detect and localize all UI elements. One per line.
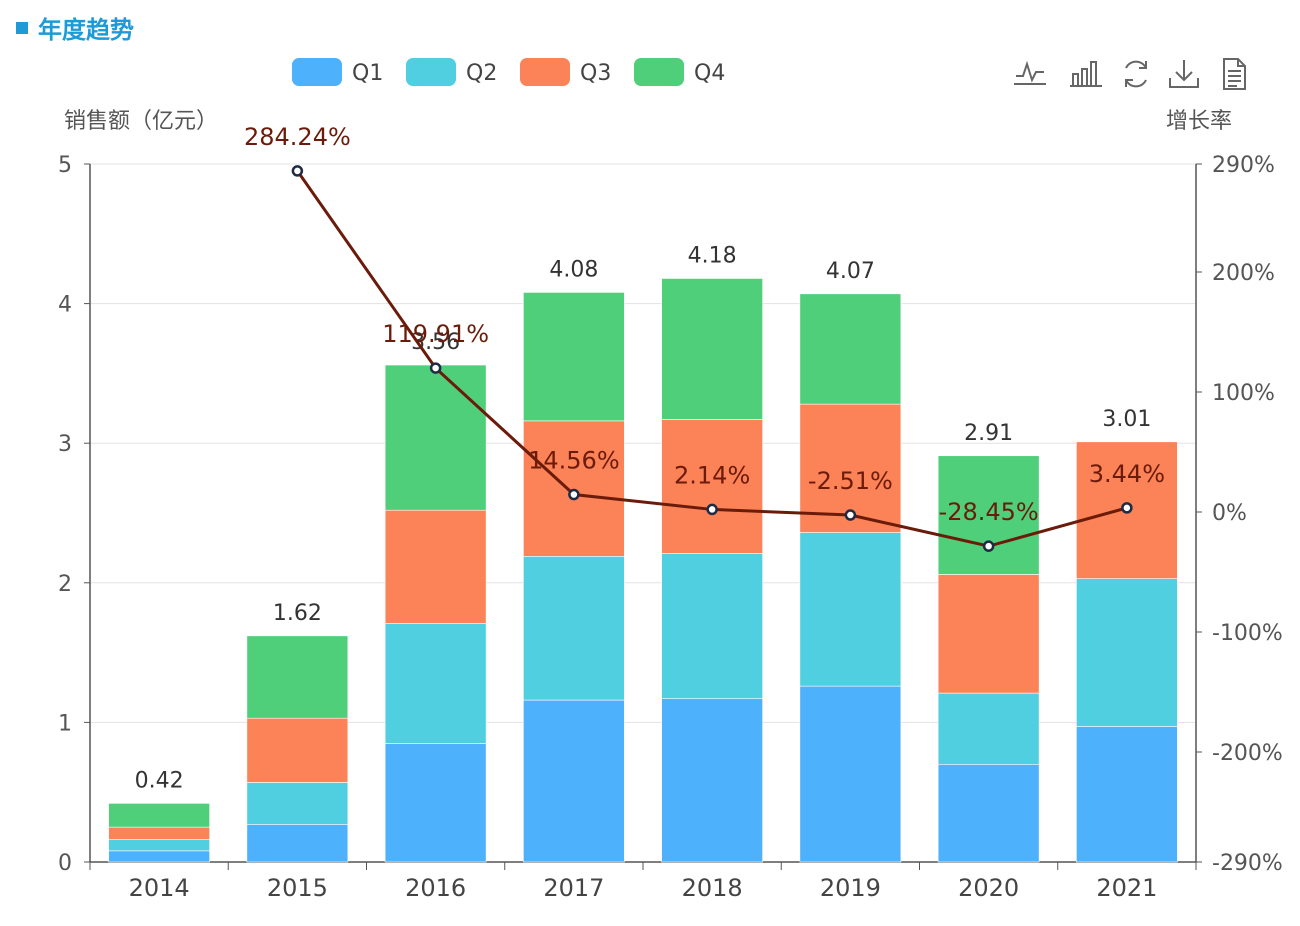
y-right-tick-label: -100% bbox=[1212, 621, 1283, 646]
growth-point bbox=[291, 165, 304, 177]
growth-point bbox=[568, 488, 580, 501]
bar-q4 bbox=[108, 803, 210, 828]
bar-q1 bbox=[937, 763, 1040, 863]
x-tick-label: 2021 bbox=[1096, 874, 1157, 902]
y-left-tick-label: 0 bbox=[58, 851, 72, 876]
x-tick-label: 2014 bbox=[129, 874, 190, 902]
growth-label: -2.51% bbox=[808, 467, 893, 495]
bar-q1 bbox=[1076, 726, 1178, 863]
bar-q3 bbox=[246, 717, 349, 783]
x-tick-label: 2016 bbox=[405, 874, 466, 902]
legend-swatch-q2 bbox=[406, 58, 456, 86]
bar-q1 bbox=[799, 685, 902, 863]
y-right-tick-label: 0% bbox=[1212, 501, 1247, 526]
growth-label: 284.24% bbox=[244, 123, 351, 151]
legend-swatch-q1 bbox=[292, 58, 342, 86]
total-label: 0.42 bbox=[135, 768, 184, 793]
bar-q3 bbox=[108, 826, 210, 840]
growth-point bbox=[706, 503, 718, 516]
chart-title-block: 年度趋势 bbox=[16, 10, 134, 45]
bar-q3 bbox=[661, 419, 763, 554]
total-label: 4.18 bbox=[688, 243, 737, 268]
growth-label: 119.91% bbox=[382, 320, 489, 348]
bar-q1 bbox=[661, 698, 763, 863]
y-right-tick-label: -290% bbox=[1212, 851, 1283, 876]
legend-swatch-q3 bbox=[520, 58, 570, 86]
x-tick-label: 2017 bbox=[543, 874, 604, 902]
growth-label: 2.14% bbox=[674, 461, 750, 489]
bar-chart-icon[interactable] bbox=[1068, 56, 1104, 92]
y-left-tick-label: 2 bbox=[58, 572, 72, 597]
bar-q2 bbox=[799, 532, 902, 687]
download-icon[interactable] bbox=[1166, 56, 1202, 92]
bar-q4 bbox=[937, 455, 1040, 575]
total-label: 4.07 bbox=[826, 259, 875, 284]
bar-q1 bbox=[108, 850, 210, 863]
y-left-tick-label: 1 bbox=[58, 711, 72, 736]
growth-point bbox=[844, 509, 857, 521]
bar-q3 bbox=[937, 574, 1040, 694]
title-bullet-icon bbox=[16, 21, 28, 34]
y-right-axis-label: 增长率 bbox=[1166, 109, 1232, 134]
legend-label: Q2 bbox=[466, 61, 497, 86]
y-left-axis-label: 销售额（亿元） bbox=[64, 109, 218, 134]
bar-q4 bbox=[246, 635, 349, 719]
growth-label: 3.44% bbox=[1089, 460, 1165, 488]
bar-q2 bbox=[384, 622, 487, 744]
bar-q4 bbox=[523, 292, 625, 422]
bar-q4 bbox=[661, 278, 763, 420]
y-right-tick-label: 100% bbox=[1212, 381, 1275, 406]
bar-q2 bbox=[937, 692, 1040, 765]
legend-label: Q3 bbox=[580, 61, 611, 86]
bar-q4 bbox=[799, 293, 902, 405]
x-tick-label: 2015 bbox=[267, 874, 328, 902]
growth-label: 14.56% bbox=[528, 447, 620, 475]
bar-q2 bbox=[1076, 578, 1178, 727]
data-view-icon[interactable] bbox=[1216, 56, 1252, 92]
y-left-tick-label: 3 bbox=[58, 432, 72, 457]
legend-label: Q1 bbox=[352, 61, 383, 86]
bar-q3 bbox=[384, 509, 487, 624]
growth-point bbox=[1121, 502, 1133, 514]
growth-point bbox=[429, 362, 442, 374]
bar-q2 bbox=[523, 555, 625, 701]
bar-q1 bbox=[523, 699, 625, 863]
y-left-tick-label: 4 bbox=[58, 293, 72, 318]
total-label: 1.62 bbox=[273, 601, 322, 626]
line-chart-icon[interactable] bbox=[1012, 56, 1048, 92]
y-right-tick-label: 200% bbox=[1212, 261, 1275, 286]
bar-q1 bbox=[384, 743, 487, 863]
bar-q4 bbox=[384, 364, 487, 511]
x-tick-label: 2020 bbox=[958, 874, 1019, 902]
y-right-tick-label: 290% bbox=[1212, 153, 1275, 178]
legend-swatch-q4 bbox=[634, 58, 684, 86]
bar-q2 bbox=[108, 839, 210, 852]
growth-label: -28.45% bbox=[939, 498, 1039, 526]
legend-label: Q4 bbox=[694, 61, 725, 86]
y-right-tick-label: -200% bbox=[1212, 741, 1283, 766]
restore-icon[interactable] bbox=[1118, 56, 1154, 92]
chart-title: 年度趋势 bbox=[38, 16, 134, 44]
bar-q2 bbox=[246, 782, 349, 825]
x-tick-label: 2018 bbox=[682, 874, 743, 902]
bar-q2 bbox=[661, 553, 763, 699]
growth-point bbox=[982, 540, 995, 552]
bar-q3 bbox=[523, 420, 625, 557]
total-label: 3.01 bbox=[1102, 407, 1151, 432]
y-left-tick-label: 5 bbox=[58, 153, 72, 178]
x-tick-label: 2019 bbox=[820, 874, 881, 902]
total-label: 2.91 bbox=[964, 421, 1013, 446]
bar-q1 bbox=[246, 824, 349, 863]
total-label: 4.08 bbox=[549, 257, 598, 282]
